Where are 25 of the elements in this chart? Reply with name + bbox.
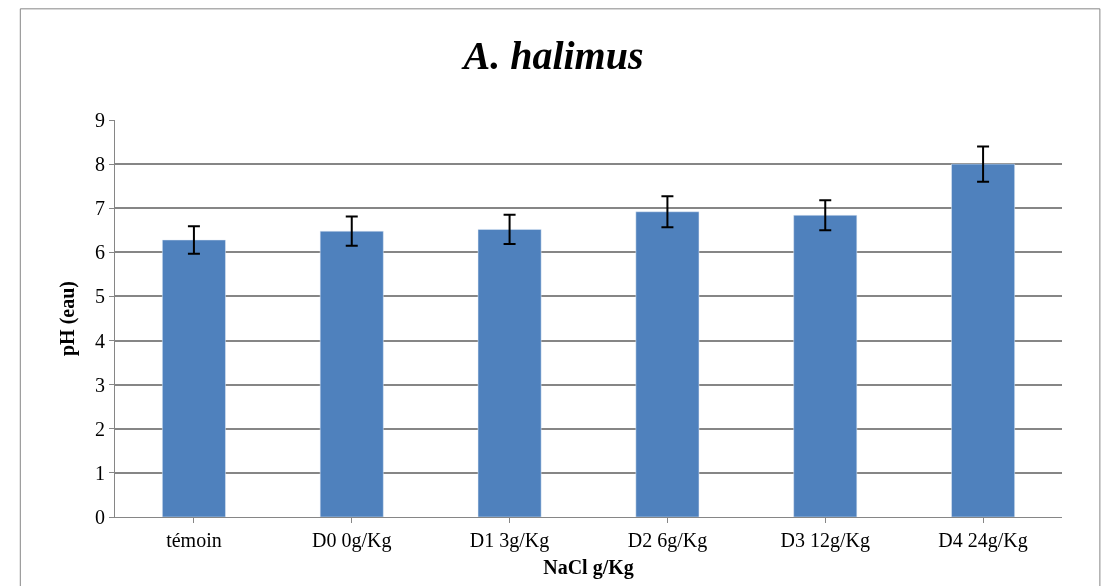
y-axis-title: pH (eau) — [55, 281, 79, 356]
y-tick-label: 8 — [95, 153, 105, 176]
y-tick-label: 2 — [95, 417, 105, 440]
bar — [635, 211, 700, 517]
x-tick-label: D2 6g/Kg — [627, 529, 708, 552]
x-tick-label: D3 12g/Kg — [780, 529, 870, 552]
chart-title: A. halimus — [460, 33, 644, 79]
y-tick-label: 9 — [95, 109, 105, 131]
x-tick-label: D4 24g/Kg — [938, 529, 1028, 552]
x-axis-title: NaCl g/Kg — [543, 555, 634, 579]
bar — [319, 230, 384, 517]
y-tick-label: 1 — [95, 461, 105, 484]
y-tick-label: 3 — [95, 373, 105, 396]
x-tick-label: témoin — [166, 529, 222, 551]
bar — [951, 163, 1015, 517]
bar — [477, 229, 542, 517]
y-tick-label: 7 — [95, 197, 105, 220]
y-tick-label: 5 — [95, 285, 105, 308]
y-tick-label: 0 — [95, 506, 105, 528]
bar — [793, 215, 858, 517]
x-tick-label: D0 0g/Kg — [312, 529, 392, 552]
bar — [162, 239, 226, 517]
y-tick-label: 6 — [95, 241, 105, 264]
y-tick-label: 4 — [95, 329, 105, 352]
x-tick-label: D1 3g/Kg — [469, 529, 550, 552]
